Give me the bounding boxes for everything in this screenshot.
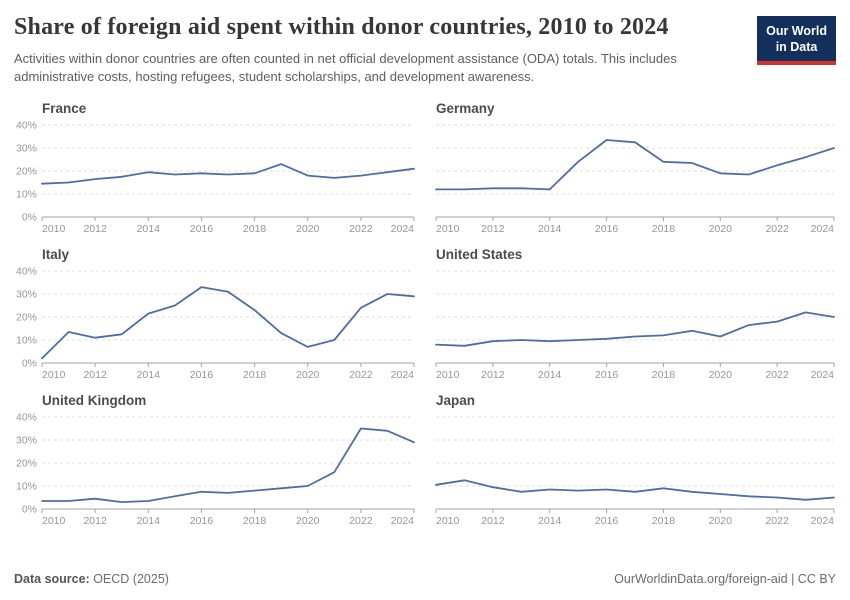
svg-text:2010: 2010	[436, 223, 460, 235]
svg-text:2016: 2016	[190, 369, 214, 381]
svg-text:2014: 2014	[137, 515, 161, 527]
svg-text:2014: 2014	[538, 223, 562, 235]
panel-germany: Germany 2010 2012 2014 2016 2018 2020 2022 2024	[434, 101, 836, 235]
svg-text:2024: 2024	[811, 369, 835, 381]
svg-text:2018: 2018	[243, 369, 267, 381]
svg-text:2010: 2010	[436, 515, 460, 527]
svg-text:2022: 2022	[765, 369, 789, 381]
svg-text:30%: 30%	[16, 434, 37, 446]
svg-text:2012: 2012	[481, 515, 505, 527]
svg-text:2020: 2020	[296, 515, 320, 527]
svg-text:2022: 2022	[765, 223, 789, 235]
charts-grid: France 0% 10% 20% 30% 40% 2010 2012 2014 2016 201…	[14, 101, 836, 527]
panel-united-kingdom: United Kingdom 0% 10% 20% 30% 40% 2010 2012 201…	[14, 393, 416, 527]
svg-text:40%: 40%	[16, 119, 37, 131]
svg-text:40%: 40%	[16, 265, 37, 277]
svg-text:2012: 2012	[481, 369, 505, 381]
svg-text:2012: 2012	[83, 223, 107, 235]
datasource: Data source: OECD (2025)	[14, 572, 169, 586]
svg-text:2018: 2018	[243, 223, 267, 235]
svg-text:2016: 2016	[190, 223, 214, 235]
svg-text:2016: 2016	[595, 369, 619, 381]
svg-text:2022: 2022	[765, 515, 789, 527]
svg-text:2024: 2024	[391, 515, 415, 527]
panel-title-united-kingdom: United Kingdom	[42, 392, 147, 408]
page-title: Share of foreign aid spent within donor …	[14, 14, 669, 40]
france-chart[interactable]: 0% 10% 20% 30% 40% 2010 2012 2014 2016 2018 2020 20…	[14, 119, 416, 235]
svg-text:2014: 2014	[538, 369, 562, 381]
svg-text:2018: 2018	[652, 369, 676, 381]
owid-logo-line2: in Data	[775, 40, 818, 55]
svg-text:2020: 2020	[709, 515, 733, 527]
datasource-label: Data source:	[14, 572, 90, 586]
svg-text:2018: 2018	[652, 515, 676, 527]
svg-text:2010: 2010	[436, 369, 460, 381]
svg-text:2020: 2020	[709, 369, 733, 381]
svg-text:2012: 2012	[481, 223, 505, 235]
svg-text:20%: 20%	[16, 311, 37, 323]
svg-text:2016: 2016	[595, 515, 619, 527]
svg-text:10%: 10%	[16, 334, 37, 346]
datasource-value: OECD (2025)	[89, 572, 169, 586]
svg-text:2022: 2022	[349, 515, 373, 527]
united-kingdom-chart[interactable]: 0% 10% 20% 30% 40% 2010 2012 2014 2016 2018 2020 20…	[14, 411, 416, 527]
svg-text:2024: 2024	[811, 515, 835, 527]
panel-title-france: France	[42, 100, 87, 116]
svg-text:2018: 2018	[652, 223, 676, 235]
header-text: Share of foreign aid spent within donor …	[14, 14, 744, 87]
svg-text:2014: 2014	[137, 369, 161, 381]
svg-text:2016: 2016	[595, 223, 619, 235]
panel-title-united-states: United States	[436, 246, 523, 262]
svg-text:2014: 2014	[137, 223, 161, 235]
panel-france: France 0% 10% 20% 30% 40% 2010 2012 2014 2016 201…	[14, 101, 416, 235]
svg-text:0%: 0%	[22, 357, 37, 369]
svg-text:2024: 2024	[811, 223, 835, 235]
panel-title-japan: Japan	[436, 392, 476, 408]
svg-text:0%: 0%	[22, 211, 37, 223]
svg-text:2024: 2024	[391, 369, 415, 381]
svg-text:20%: 20%	[16, 165, 37, 177]
svg-text:2010: 2010	[42, 369, 66, 381]
svg-text:20%: 20%	[16, 457, 37, 469]
germany-chart[interactable]: 2010 2012 2014 2016 2018 2020 2022 2024	[434, 119, 836, 235]
owid-logo[interactable]: Our World in Data	[757, 16, 836, 65]
header: Share of foreign aid spent within donor …	[14, 14, 836, 87]
svg-text:2020: 2020	[296, 369, 320, 381]
svg-text:2022: 2022	[349, 369, 373, 381]
svg-text:2010: 2010	[42, 515, 66, 527]
svg-text:2020: 2020	[296, 223, 320, 235]
japan-chart[interactable]: 2010 2012 2014 2016 2018 2020 2022 2024	[434, 411, 836, 527]
panel-united-states: United States 2010 2012 2014 2016 2018 2020 20…	[434, 247, 836, 381]
svg-text:2022: 2022	[349, 223, 373, 235]
svg-text:2020: 2020	[709, 223, 733, 235]
svg-text:10%: 10%	[16, 480, 37, 492]
panel-japan: Japan 2010 2012 2014 2016 2018 2020 2022 2024	[434, 393, 836, 527]
svg-text:2016: 2016	[190, 515, 214, 527]
italy-chart[interactable]: 0% 10% 20% 30% 40% 2010 2012 2014 2016 2018 2020 20…	[14, 265, 416, 381]
svg-text:2014: 2014	[538, 515, 562, 527]
footer: Data source: OECD (2025) OurWorldinData.…	[14, 564, 836, 586]
credit-link[interactable]: OurWorldinData.org/foreign-aid | CC BY	[614, 572, 836, 586]
panel-title-germany: Germany	[436, 100, 495, 116]
svg-text:2012: 2012	[83, 515, 107, 527]
united-states-chart[interactable]: 2010 2012 2014 2016 2018 2020 2022 2024	[434, 265, 836, 381]
svg-text:2018: 2018	[243, 515, 267, 527]
svg-text:0%: 0%	[22, 503, 37, 515]
panel-title-italy: Italy	[42, 246, 70, 262]
panel-italy: Italy 0% 10% 20% 30% 40% 2010 2012 2014 2016 2018…	[14, 247, 416, 381]
svg-text:2024: 2024	[391, 223, 415, 235]
svg-text:10%: 10%	[16, 188, 37, 200]
page-subtitle: Activities within donor countries are of…	[14, 51, 677, 85]
svg-text:30%: 30%	[16, 142, 37, 154]
svg-text:2012: 2012	[83, 369, 107, 381]
owid-logo-line1: Our World	[766, 24, 827, 38]
svg-text:30%: 30%	[16, 288, 37, 300]
svg-text:2010: 2010	[42, 223, 66, 235]
svg-text:40%: 40%	[16, 411, 37, 423]
